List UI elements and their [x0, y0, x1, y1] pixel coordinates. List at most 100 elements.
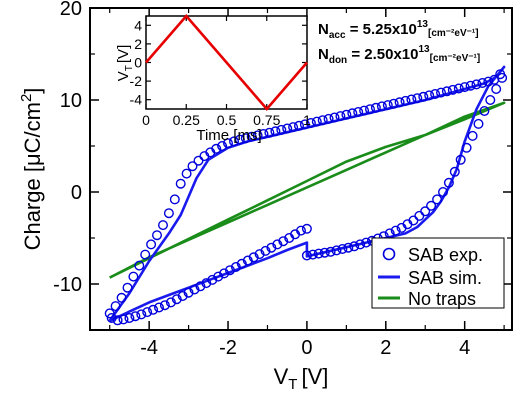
- data-point-sab-exp: [323, 113, 334, 124]
- inset-series-layer: [145, 14, 308, 111]
- inset-x-tick-label: 1: [303, 112, 311, 128]
- x-axis-label: VT [V]: [274, 364, 329, 393]
- data-point-sab-exp: [159, 300, 170, 311]
- y-tick-label: 10: [60, 90, 82, 112]
- data-point-sab-exp: [430, 88, 441, 99]
- x-tick-label: 4: [459, 337, 470, 359]
- data-point-sab-exp: [264, 127, 275, 138]
- data-point-sab-exp: [151, 230, 162, 241]
- data-point-sab-exp: [465, 80, 476, 91]
- inset-y-tick-label: 2: [134, 36, 142, 52]
- data-point-sab-exp: [390, 225, 401, 236]
- y-tick-label: 20: [60, 0, 82, 20]
- data-point-sab-exp: [311, 116, 322, 127]
- data-point-sab-exp: [294, 120, 305, 131]
- data-point-sab-exp: [157, 220, 168, 231]
- data-point-sab-exp: [420, 206, 431, 217]
- data-point-sab-exp: [187, 161, 198, 172]
- data-point-sab-exp: [122, 282, 133, 293]
- inset-x-tick-label: 0: [142, 112, 150, 128]
- data-point-sab-exp: [266, 242, 277, 253]
- legend: SAB exp. SAB sim. No traps: [371, 237, 505, 309]
- data-point-sab-exp: [260, 245, 271, 256]
- data-point-sab-exp: [248, 252, 259, 263]
- data-point-sab-exp: [443, 177, 454, 188]
- data-point-sab-exp: [112, 315, 123, 326]
- data-point-sab-exp: [453, 83, 464, 94]
- data-point-sab-exp: [230, 262, 241, 273]
- data-point-sab-exp: [118, 314, 129, 325]
- data-point-sab-exp: [477, 77, 488, 88]
- inset-chart: 0 0.25 0.5 0.75 1 -4 -2 0 2 4 Time [ms] VT[V]: [115, 14, 311, 144]
- data-point-sab-exp: [213, 271, 224, 282]
- data-point-sab-exp: [104, 308, 115, 319]
- data-point-sab-exp: [459, 82, 470, 93]
- data-point-sab-exp: [222, 138, 233, 149]
- data-point-sab-exp: [307, 249, 318, 260]
- data-point-sab-exp: [128, 271, 139, 282]
- data-point-sab-exp: [406, 94, 417, 105]
- legend-label-sab-sim: SAB sim.: [408, 268, 482, 288]
- data-point-sab-exp: [183, 287, 194, 298]
- main-plot-area: [89, 7, 513, 331]
- data-point-sab-exp: [181, 168, 192, 179]
- inset-y-tick-label: 0: [134, 55, 142, 71]
- data-point-sab-exp: [124, 313, 135, 324]
- data-point-sab-exp: [436, 87, 447, 98]
- data-point-sab-exp: [228, 136, 239, 147]
- data-point-sab-exp: [394, 97, 405, 108]
- data-point-sab-exp: [201, 278, 212, 289]
- data-point-sab-exp: [400, 95, 411, 106]
- data-point-sab-exp: [116, 292, 127, 303]
- data-point-sab-exp: [136, 309, 147, 320]
- data-point-sab-exp: [325, 246, 336, 257]
- data-point-sab-exp: [236, 258, 247, 269]
- data-point-sab-exp: [224, 265, 235, 276]
- inset-x-tick-label: 0.25: [173, 112, 200, 128]
- data-point-sab-exp: [353, 106, 364, 117]
- data-point-sab-exp: [305, 117, 316, 128]
- data-point-sab-exp: [134, 260, 145, 271]
- data-point-sab-exp: [148, 304, 159, 315]
- data-point-sab-exp: [361, 237, 372, 248]
- data-point-sab-exp: [240, 133, 251, 144]
- data-point-sab-exp: [479, 105, 490, 116]
- data-point-sab-exp: [424, 90, 435, 101]
- data-point-sab-exp: [272, 239, 283, 250]
- data-point-sab-exp: [313, 248, 324, 259]
- data-point-sab-exp: [343, 242, 354, 253]
- data-point-sab-exp: [106, 313, 117, 324]
- data-point-sab-exp: [146, 239, 157, 250]
- data-point-sab-exp: [382, 100, 393, 111]
- data-point-sab-exp: [140, 249, 151, 260]
- data-point-sab-exp: [175, 178, 186, 189]
- data-point-sab-exp: [365, 104, 376, 115]
- data-point-sab-exp: [165, 297, 176, 308]
- data-point-sab-exp: [169, 194, 180, 205]
- data-point-sab-exp: [171, 294, 182, 305]
- data-point-sab-exp: [335, 111, 346, 122]
- data-point-sab-exp: [467, 130, 478, 141]
- legend-box: [371, 237, 505, 309]
- data-point-sab-exp: [491, 83, 502, 94]
- data-point-sab-exp: [473, 118, 484, 129]
- data-point-sab-exp: [485, 94, 496, 105]
- data-point-sab-exp: [193, 155, 204, 166]
- data-point-sab-exp: [471, 79, 482, 90]
- data-point-sab-exp: [347, 108, 358, 119]
- data-point-sab-exp: [254, 249, 265, 260]
- x-tick-label: -4: [140, 337, 158, 359]
- data-point-sab-exp: [301, 250, 312, 261]
- inset-ticks: 0 0.25 0.5 0.75 1 -4 -2 0 2 4: [130, 16, 311, 128]
- data-point-sab-exp: [426, 200, 437, 211]
- data-point-sab-exp: [284, 232, 295, 243]
- data-point-sab-exp: [370, 102, 381, 113]
- data-point-sab-exp: [288, 122, 299, 133]
- data-point-sab-exp: [449, 166, 460, 177]
- data-point-sab-exp: [189, 284, 200, 295]
- inset-y-tick-label: 4: [134, 17, 142, 33]
- data-point-sab-exp: [432, 194, 443, 205]
- inset-y-tick-label: -2: [130, 73, 143, 89]
